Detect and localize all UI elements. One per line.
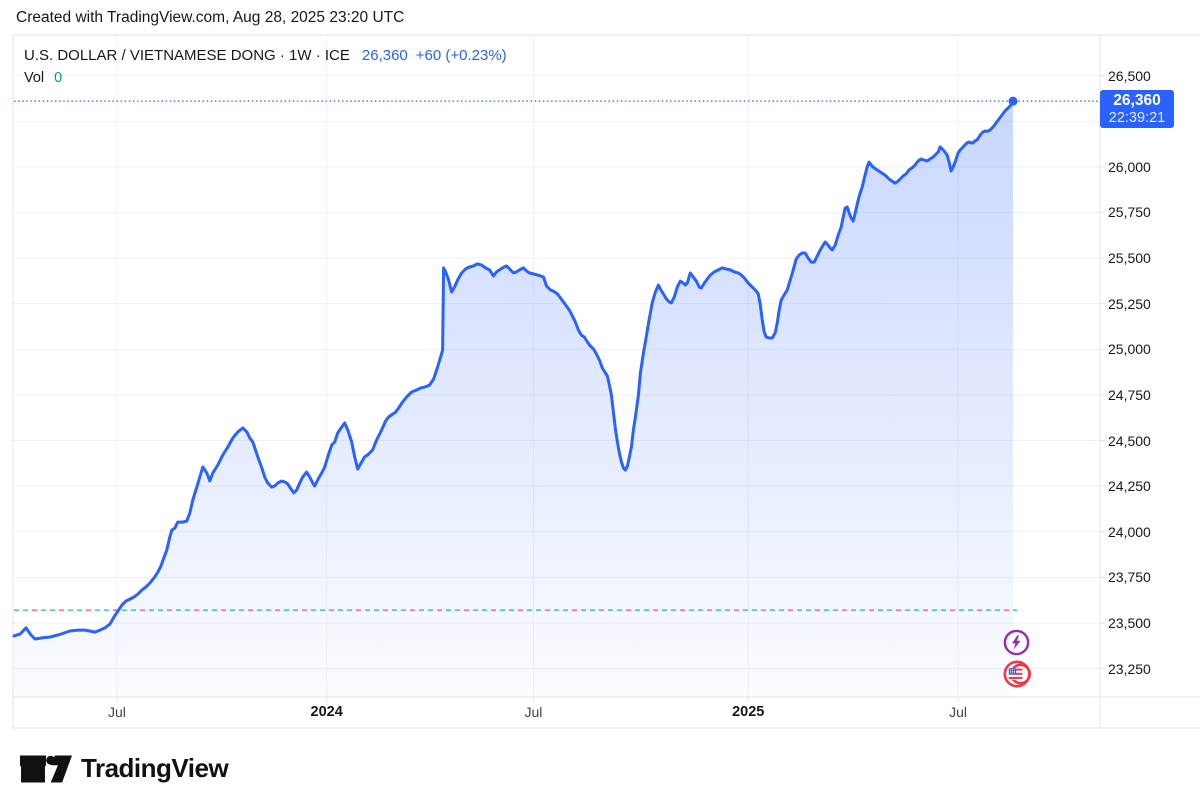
chart-legend: U.S. DOLLAR / VIETNAMESE DONG · 1W · ICE… (24, 47, 507, 86)
attribution-text: Created with TradingView.com, Aug 28, 20… (16, 9, 405, 26)
price-scale-label: 25,250 (1108, 295, 1151, 312)
time-scale-label: Jul (524, 704, 543, 720)
volume-label: Vol (24, 70, 45, 86)
price-scale-label: 24,500 (1108, 432, 1151, 449)
price-scale-label: 26,000 (1108, 158, 1151, 175)
price-change: +60 (+0.23%) (415, 47, 507, 64)
price-scale-label: 25,750 (1108, 204, 1151, 221)
price-scale-label: 23,750 (1108, 569, 1151, 586)
price-scale-label: 25,000 (1108, 341, 1151, 358)
time-scale-label: 2024 (310, 704, 343, 720)
price-scale-label: 23,250 (1108, 660, 1151, 677)
badge-price: 26,360 (1113, 92, 1161, 109)
price-scale-label: 24,000 (1108, 523, 1151, 540)
volume-value: 0 (54, 70, 63, 86)
time-scale-label: Jul (949, 704, 967, 720)
price-scale-label: 24,750 (1108, 386, 1151, 403)
time-scale-label: Jul (107, 704, 126, 720)
chart-status-icons (1002, 628, 1034, 691)
current-price-badge: 26,360 22:39:21 (1100, 90, 1174, 128)
tradingview-logomark (20, 754, 72, 783)
lightning-icon[interactable] (1002, 628, 1031, 657)
tradingview-logo[interactable]: TradingView (20, 753, 229, 784)
time-scale-label: 2025 (732, 704, 765, 720)
price-scale-label: 24,250 (1108, 478, 1151, 495)
price-scale-label: 23,500 (1108, 614, 1151, 631)
symbol-title[interactable]: U.S. DOLLAR / VIETNAMESE DONG · 1W · ICE (24, 47, 350, 64)
brand-name: TradingView (81, 753, 229, 783)
us-flag-glyph (1008, 668, 1023, 680)
us-flag-icon[interactable] (1002, 659, 1032, 689)
last-price: 26,360 (361, 47, 408, 64)
price-scale-label: 26,500 (1108, 67, 1151, 84)
price-scale-label: 25,500 (1108, 250, 1151, 267)
badge-countdown: 22:39:21 (1108, 109, 1166, 126)
